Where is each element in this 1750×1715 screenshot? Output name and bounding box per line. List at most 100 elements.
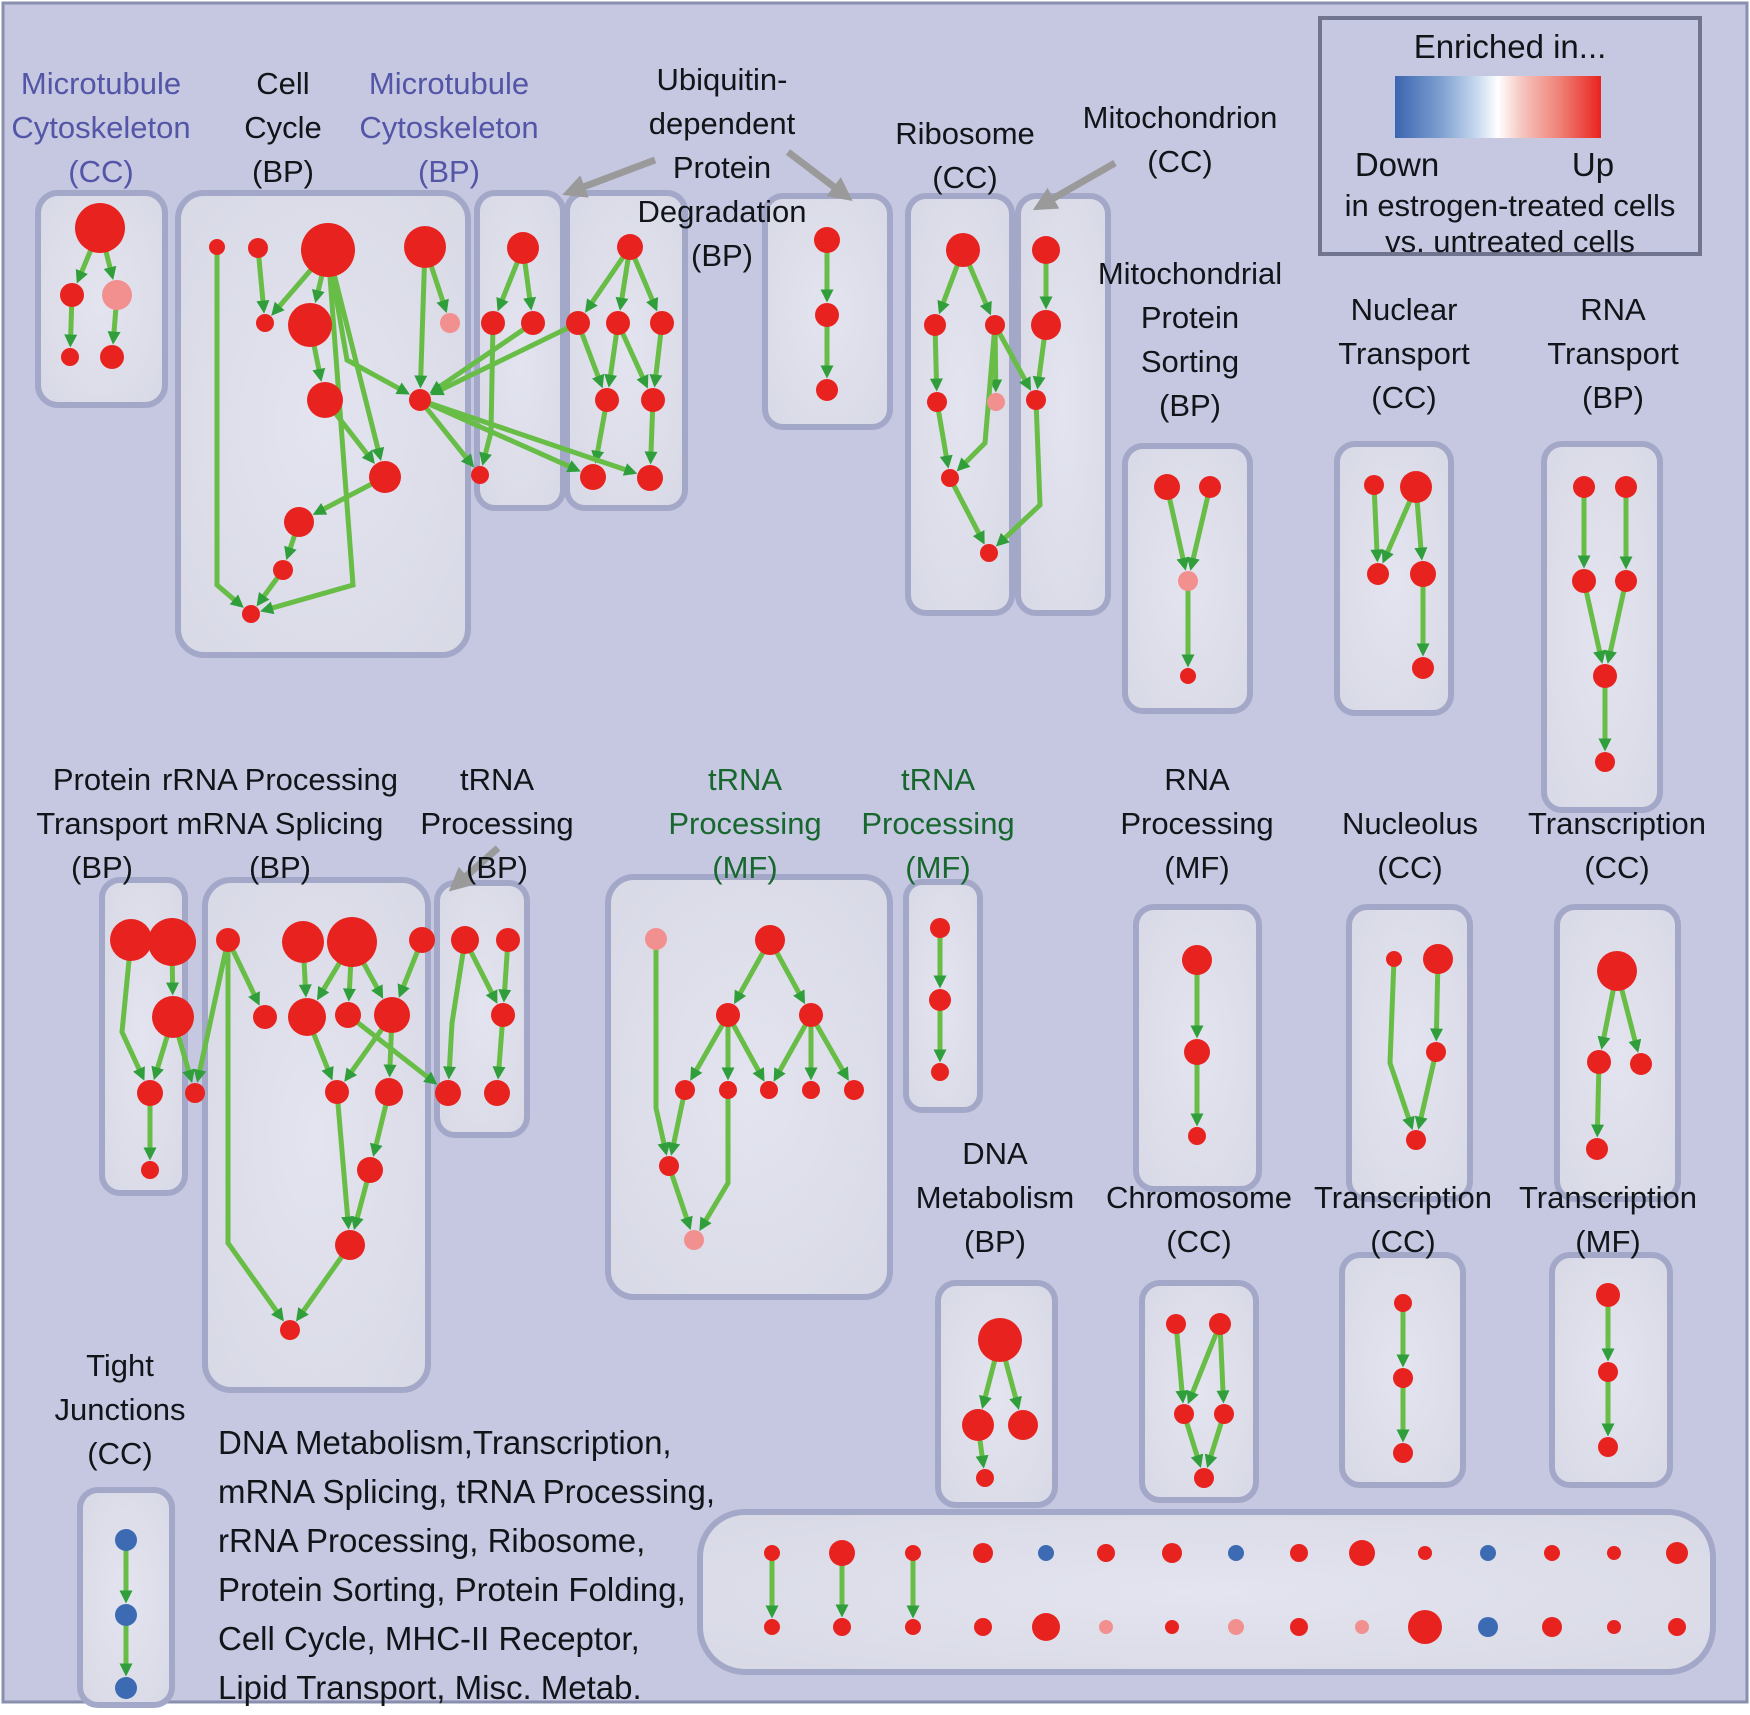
mitochondrion-label-line-1: (CC) xyxy=(1147,144,1213,179)
gene-node-red xyxy=(484,1080,510,1106)
nucleolus-label-line-1: (CC) xyxy=(1377,850,1443,885)
gene-node-red xyxy=(1412,657,1434,679)
edge-arrow xyxy=(1173,1323,1189,1404)
transcription-cc-2-label: Transcription (CC) xyxy=(1314,1176,1492,1264)
transcription-cc-2-label-line-1: (CC) xyxy=(1370,1224,1436,1259)
edge-arrow xyxy=(255,247,270,314)
protein-transport-label-line-2: (BP) xyxy=(70,850,133,885)
rna-transport-label: RNA Transport (BP) xyxy=(1547,288,1679,420)
nuclear-transport-label: Nuclear Transport (CC) xyxy=(1338,288,1470,420)
gene-node-red xyxy=(288,303,332,347)
transcription-cc-1-label: Transcription (CC) xyxy=(1528,802,1706,890)
gene-node-red xyxy=(719,1081,737,1099)
group-box-transcription-cc-1 xyxy=(1554,904,1681,1202)
gene-node-red xyxy=(1418,1546,1432,1560)
misc-caption-line-1: mRNA Splicing, tRNA Processing, xyxy=(218,1473,716,1510)
gene-node-blue xyxy=(115,1604,137,1626)
mitochondrial-protein-sorting-label: Mitochondrial Protein Sorting (BP) xyxy=(1098,252,1282,428)
gene-node-red xyxy=(929,989,951,1011)
mitochondrial-protein-sorting-label-line-0: Mitochondrial xyxy=(1097,256,1283,291)
edge-arrow xyxy=(418,397,581,473)
mitochondrial-protein-sorting-label-line-3: (BP) xyxy=(1159,388,1221,423)
gene-node-red xyxy=(148,918,196,966)
gene-node-blue xyxy=(1038,1545,1054,1561)
edge-arrow xyxy=(1216,1323,1230,1404)
misc-caption-line-0: DNA Metabolism,Transcription, xyxy=(218,1424,672,1461)
gene-node-red xyxy=(1408,1610,1442,1644)
microtubule-cytoskeleton-bp-label-line-2: (BP) xyxy=(418,154,480,189)
chromosome-label-line-0: Chromosome xyxy=(1105,1180,1293,1215)
edge-arrow xyxy=(995,399,1043,547)
gene-node-red xyxy=(1668,1618,1686,1636)
edge-arrow xyxy=(1186,1323,1223,1405)
edge-arrow xyxy=(430,320,580,396)
edge-arrow xyxy=(1164,486,1190,571)
gene-node-red xyxy=(760,1081,778,1099)
transcription-mf-label-line-0: Transcription xyxy=(1518,1180,1698,1215)
ribosome-label-line-1: (CC) xyxy=(932,160,998,195)
gene-node-red xyxy=(288,998,326,1036)
gene-node-blue xyxy=(1228,1545,1244,1561)
edge-arrow xyxy=(346,1013,438,1085)
gene-node-red xyxy=(1184,1039,1210,1065)
gene-node-red xyxy=(60,283,84,307)
edge-arrow xyxy=(418,398,475,468)
gene-node-red xyxy=(1214,1404,1234,1424)
gene-node-red xyxy=(409,389,431,411)
gene-node-red xyxy=(327,917,377,967)
gene-node-red xyxy=(931,1063,949,1081)
gene-node-red xyxy=(1607,1620,1621,1634)
edge-arrow xyxy=(1187,486,1213,571)
gene-node-red xyxy=(1426,1042,1446,1062)
gene-node-red xyxy=(375,1078,403,1106)
gene-node-red xyxy=(1182,945,1212,975)
trna-processing-mf-1-label-line-0: tRNA xyxy=(707,762,783,797)
gene-node-red xyxy=(1666,1542,1688,1564)
transcription-cc-1-label-line-1: (CC) xyxy=(1584,850,1650,885)
trna-processing-mf-1-label-line-2: (MF) xyxy=(712,850,778,885)
gene-node-red xyxy=(256,314,274,332)
nuclear-transport-label-line-1: Transport xyxy=(1338,336,1470,371)
rrna-mrna-label: rRNA Processing mRNA Splicing (BP) xyxy=(162,758,398,890)
edge-arrow xyxy=(419,397,638,476)
gene-node-red xyxy=(764,1545,780,1561)
gene-node-red xyxy=(185,1083,205,1103)
cell-cycle-label-line-1: Cycle xyxy=(244,110,322,145)
gene-node-red xyxy=(1587,1050,1611,1074)
gene-node-red xyxy=(764,1619,780,1635)
gene-node-pink xyxy=(1099,1620,1113,1634)
gene-node-red xyxy=(650,311,674,335)
gene-node-red xyxy=(802,1081,820,1099)
gene-node-red xyxy=(1166,1314,1186,1334)
microtubule-cytoskeleton-cc-label: Microtubule Cytoskeleton (CC) xyxy=(11,62,190,194)
gene-node-red xyxy=(985,315,1005,335)
transcription-cc-2-label-line-0: Transcription xyxy=(1313,1180,1493,1215)
rna-transport-label-line-2: (BP) xyxy=(1581,380,1644,415)
gene-node-blue xyxy=(1480,1545,1496,1561)
gene-node-red xyxy=(282,921,324,963)
gene-node-red xyxy=(1290,1544,1308,1562)
edge-arrow xyxy=(193,939,231,1083)
gene-node-red xyxy=(1615,570,1637,592)
ubiquitin-degradation-label: Ubiquitin-dependent Protein Degradation (BP… xyxy=(638,58,807,278)
gene-node-red xyxy=(1031,310,1061,340)
gene-node-red xyxy=(595,388,619,412)
trna-processing-mf-2-label: tRNA Processing (MF) xyxy=(861,758,1014,890)
edge-arrow xyxy=(429,320,535,394)
gene-node-red xyxy=(357,1157,383,1183)
rna-processing-mf-label-line-2: (MF) xyxy=(1164,850,1230,885)
legend-down-label: Down xyxy=(1354,146,1440,183)
trna-processing-mf-1-label-line-1: Processing xyxy=(668,806,822,841)
gene-node-pink xyxy=(1178,571,1198,591)
gene-node-red xyxy=(941,469,959,487)
gene-node-red xyxy=(284,507,314,537)
gene-node-blue xyxy=(1478,1617,1498,1637)
gene-node-red xyxy=(100,345,124,369)
gene-node-red xyxy=(1199,476,1221,498)
trna-processing-mf-1-label: tRNA Processing (MF) xyxy=(668,758,821,890)
edge-arrow xyxy=(1414,1051,1439,1130)
ribosome-label: Ribosome (CC) xyxy=(895,112,1035,200)
edge-arrow xyxy=(992,323,1031,391)
gene-node-red xyxy=(973,1543,993,1563)
